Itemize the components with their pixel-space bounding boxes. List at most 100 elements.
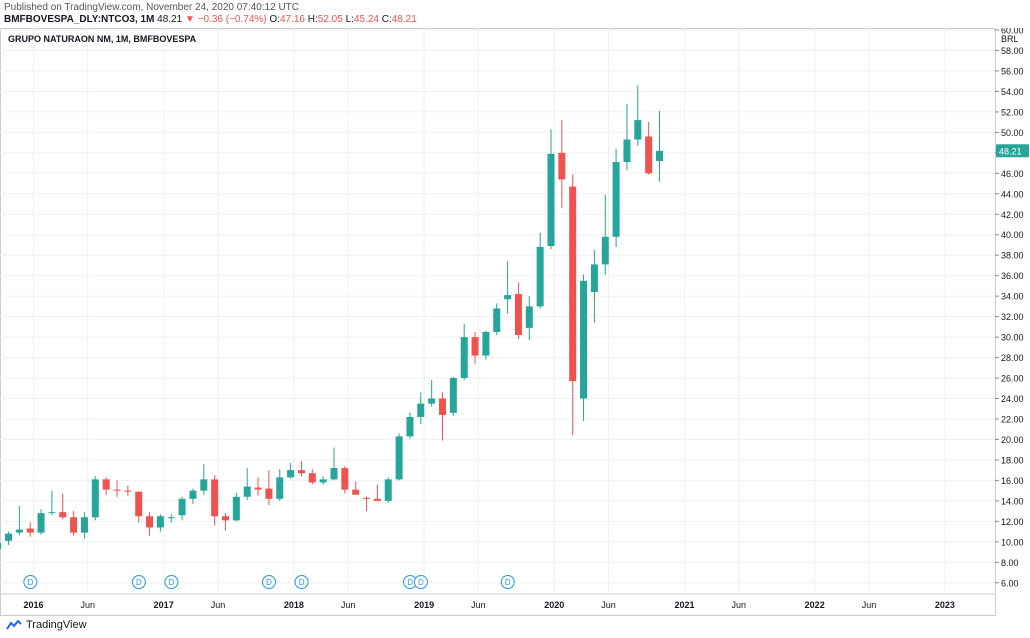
candle-body [189,490,197,499]
dividend-marker-icon[interactable] [23,575,38,589]
x-tick-label: Jun [601,600,616,610]
candle-body [91,479,99,518]
candle-body [5,533,12,541]
candle-body [460,337,468,379]
y-tick-label: 44.00 [1001,189,1024,199]
candle-body [319,479,327,483]
candle-body [373,498,381,501]
candle-body [590,264,598,293]
candle-body [135,491,143,517]
dividend-marker-icon[interactable] [164,575,179,589]
y-tick-label: 58.00 [1001,46,1024,56]
candle-body [449,378,457,413]
candlestick-chart[interactable]: 6.00 8.00 10.00 12.00 14.00 16.00 18.00 20.00 22… [0,28,1030,616]
y-tick-label: 54.00 [1001,87,1024,97]
y-tick-label: 18.00 [1001,455,1024,465]
brand-label: TradingView [26,619,87,631]
last-price-tag [996,144,1029,158]
symbol-label: BMFBOVESPA_DLY:NTCO3, 1M [4,14,155,25]
candle-body [417,403,425,417]
x-tick-label: Jun [80,600,95,610]
dividend-marker-label: D [169,578,175,587]
candle-body [254,487,262,490]
candle-body [634,120,642,140]
y-tick-label: 52.00 [1001,107,1024,117]
candle-body [80,517,88,533]
x-tick-label: Jun [211,600,226,610]
candle-body [222,516,229,521]
candle-body [493,308,501,332]
y-tick-label: 12.00 [1001,517,1024,527]
candle-body [384,479,392,501]
y-tick-label: 6.00 [1001,578,1019,588]
y-tick-label: 40.00 [1001,230,1024,240]
y-tick-label: 34.00 [1001,292,1024,302]
y-tick-label: 36.00 [1001,271,1024,281]
candle-body [352,489,360,495]
dividend-marker-icon[interactable] [131,575,146,589]
candle-body [514,294,522,336]
candle-body [59,512,67,518]
y-tick-label: 30.00 [1001,333,1024,343]
candle-body [297,470,305,474]
candle-body [265,488,273,499]
dividend-marker-icon[interactable] [262,575,277,589]
x-tick-label: Jun [341,600,356,610]
close-value: 48.21 [391,14,417,25]
candle-body [406,416,414,437]
tradingview-brand: TradingView [6,619,87,631]
high-value: 52.05 [317,14,343,25]
candle-body [471,337,479,356]
y-tick-label: 8.00 [1001,558,1019,568]
dividend-marker-label: D [407,578,413,587]
candle-body [37,513,45,533]
price-change: ▼ −0.36 (−0.74%) [184,14,267,25]
candle-body [146,516,154,528]
dividend-marker-icon[interactable] [500,575,515,589]
candle-body [287,470,295,478]
candle-body [525,306,533,328]
candle-body [504,295,512,300]
y-tick-label: 60.00 [1001,28,1024,36]
candle-body [243,486,251,497]
y-tick-label: 28.00 [1001,353,1024,363]
candle-body [124,490,132,492]
last-price-tag-label: 48.21 [999,146,1022,156]
candle-body [70,517,78,533]
y-tick-label: 16.00 [1001,476,1024,486]
candle-body [395,436,403,480]
candle-body [113,489,121,491]
dividend-marker-label: D [266,578,272,587]
candle-body [601,236,609,265]
published-line: Published on TradingView.com, November 2… [4,2,299,13]
candle-body [48,512,56,514]
candle-body [0,542,2,549]
dividend-marker-label: D [299,578,305,587]
tradingview-logo-icon [6,620,22,630]
candle-body [102,479,110,490]
low-label: L: [345,14,354,25]
x-tick-label: 2022 [805,600,825,610]
y-tick-label: 38.00 [1001,251,1024,261]
candle-body [612,162,620,237]
candle-body [200,479,208,491]
chart-title: GRUPO NATURAON NM, 1M, BMFBOVESPA [8,34,197,44]
x-tick-label: 2019 [414,600,434,610]
dividend-marker-icon[interactable] [413,575,428,589]
x-tick-label: Jun [731,600,746,610]
x-tick-label: 2016 [23,600,43,610]
x-tick-label: Jun [862,600,877,610]
currency-label: BRL [1001,34,1019,44]
dividend-marker-icon[interactable] [294,575,309,589]
y-tick-label: 14.00 [1001,496,1024,506]
y-tick-label: 24.00 [1001,394,1024,404]
close-label: C: [381,14,392,25]
candle-body [156,516,164,528]
y-tick-label: 46.00 [1001,169,1024,179]
x-tick-label: 2021 [674,600,694,610]
candle-body [547,153,555,246]
candle-body [623,139,631,163]
dividend-marker-label: D [136,578,142,587]
candle-body [232,496,240,521]
candle-body [536,247,544,307]
